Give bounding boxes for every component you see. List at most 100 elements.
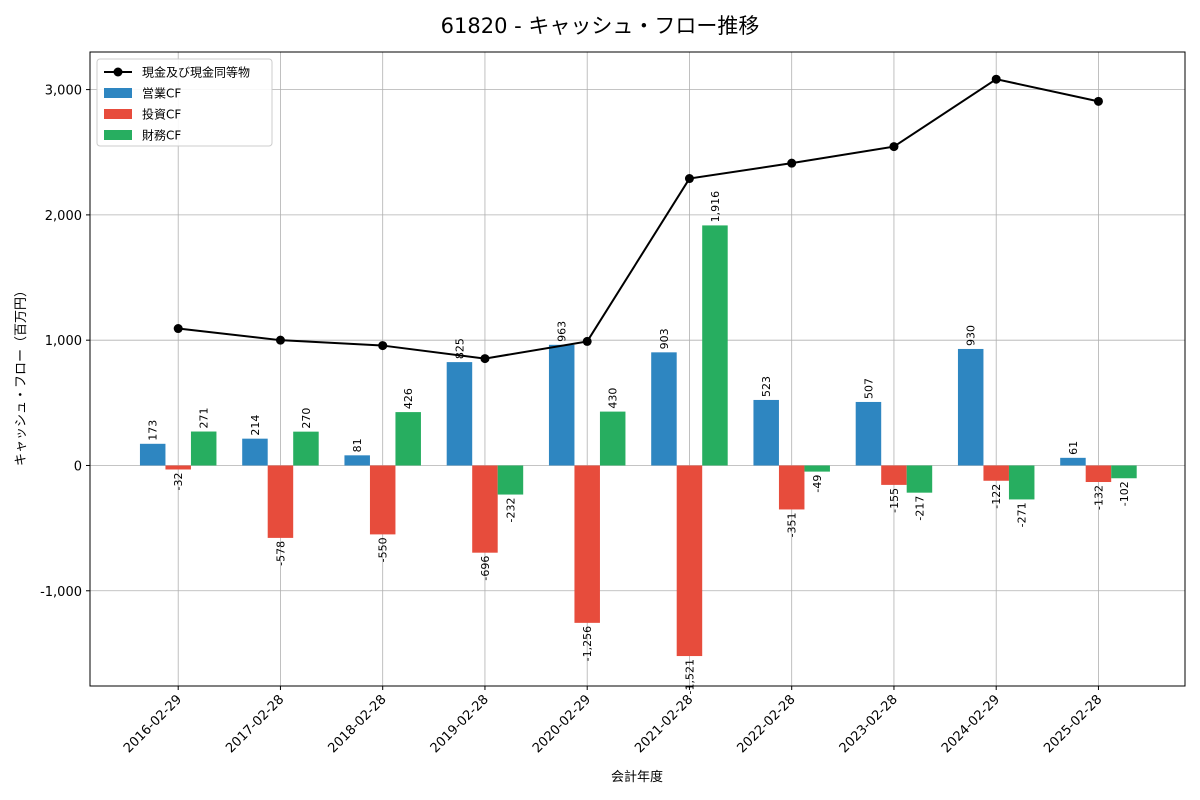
legend-entry: 営業CF <box>142 87 181 101</box>
bar-value-label: -132 <box>1092 485 1105 510</box>
cash-point <box>787 158 797 168</box>
bar <box>497 465 524 495</box>
bar <box>293 431 319 466</box>
x-tick-label: 2019-02-28 <box>428 692 492 756</box>
bar-value-label: 903 <box>658 328 671 349</box>
y-tick-label: 0 <box>74 459 82 474</box>
cash-point <box>889 142 899 152</box>
y-tick-label: 1,000 <box>45 334 82 349</box>
bar <box>1085 465 1112 483</box>
legend-swatch <box>104 130 132 140</box>
bar <box>242 438 268 466</box>
bar <box>702 225 728 466</box>
bar <box>983 465 1009 481</box>
cash-point <box>480 354 490 364</box>
bar-value-label: 271 <box>198 408 211 429</box>
bar <box>881 465 907 485</box>
bar-value-label: 61 <box>1067 441 1080 455</box>
y-tick-label: 3,000 <box>45 84 82 99</box>
bar <box>446 362 473 466</box>
legend-swatch <box>104 88 132 98</box>
x-tick-label: 2023-02-28 <box>837 692 901 756</box>
bar <box>676 465 703 657</box>
cash-point <box>1093 96 1103 106</box>
bar-value-label: 173 <box>147 420 160 441</box>
bar <box>139 443 166 466</box>
bar <box>165 465 191 470</box>
cash-point <box>684 174 694 184</box>
legend-entry: 投資CF <box>142 107 181 122</box>
cash-point <box>582 336 592 346</box>
bar-value-label: 1,916 <box>709 191 722 223</box>
x-tick-label: 2022-02-28 <box>734 692 798 756</box>
bar-value-label: -49 <box>811 475 824 493</box>
bar-value-label: 930 <box>965 325 978 346</box>
bar-value-label: -578 <box>274 541 287 566</box>
data-labels: 173 214 81 825 963 903 523 507 930 61 -32 -578 -550 -… <box>147 191 1131 695</box>
x-tick-label: 2016-02-29 <box>121 692 185 756</box>
bar-value-label: 825 <box>453 338 466 359</box>
bar-value-label: -351 <box>786 512 799 537</box>
bar <box>1060 457 1086 466</box>
cash-line <box>173 74 1103 364</box>
bar-value-label: -217 <box>913 496 926 521</box>
x-tick-label: 2021-02-28 <box>632 692 696 756</box>
bar <box>190 431 217 466</box>
bar <box>599 411 626 466</box>
plot-frame <box>89 51 1186 687</box>
bar <box>395 412 421 466</box>
grid <box>90 52 1185 686</box>
legend-marker <box>113 67 123 77</box>
bar-value-label: -232 <box>504 498 517 523</box>
bar <box>906 465 933 493</box>
bar-value-label: -696 <box>479 556 492 581</box>
chart-title: 61820 - キャッシュ・フロー推移 <box>441 14 760 38</box>
bar-value-label: 430 <box>607 388 620 409</box>
cash-point <box>378 341 388 351</box>
y-tick-label: -1,000 <box>40 585 82 600</box>
bar <box>1111 465 1137 479</box>
x-tick-label: 2018-02-28 <box>325 692 389 756</box>
bar-value-label: 81 <box>351 438 364 452</box>
bar <box>1008 465 1035 500</box>
bar <box>753 399 779 466</box>
bar-value-label: 270 <box>300 408 313 429</box>
bar-value-label: -122 <box>990 484 1003 509</box>
bar-value-label: -1,256 <box>581 626 594 661</box>
bar-value-label: -550 <box>377 537 390 562</box>
cash-line-path <box>178 78 1099 360</box>
cash-point <box>991 74 1001 84</box>
bar <box>651 352 677 466</box>
x-tick-label: 2017-02-28 <box>223 692 287 756</box>
bar-value-label: -32 <box>172 472 185 490</box>
bar-value-label: -271 <box>1016 502 1029 527</box>
bar <box>267 465 294 538</box>
bar-value-label: 426 <box>402 388 415 409</box>
bar-value-label: 214 <box>249 415 262 436</box>
x-tick-label: 2024-02-29 <box>939 692 1003 756</box>
cash-point <box>275 335 285 345</box>
bar <box>369 465 396 535</box>
bar <box>574 465 600 623</box>
bar-value-label: 523 <box>760 376 773 397</box>
cash-point <box>173 324 183 334</box>
legend-box <box>96 58 273 147</box>
bar-value-label: -102 <box>1118 481 1131 506</box>
bar <box>548 344 575 466</box>
bar <box>344 455 370 466</box>
bar-value-label: 963 <box>556 321 569 342</box>
bars <box>139 225 1137 657</box>
bar <box>778 465 805 510</box>
legend-swatch <box>104 109 132 119</box>
legend-entry: 現金及び現金同等物 <box>142 65 250 80</box>
bar <box>804 465 830 472</box>
y-axis-label: キャッシュ・フロー（百万円） <box>14 284 29 466</box>
y-tick-label: 2,000 <box>45 209 82 224</box>
bar-value-label: 507 <box>862 378 875 399</box>
bar <box>855 401 882 466</box>
x-tick-label: 2025-02-28 <box>1041 692 1105 756</box>
bar-value-label: -155 <box>888 488 901 513</box>
legend-entry: 財務CF <box>142 128 181 143</box>
